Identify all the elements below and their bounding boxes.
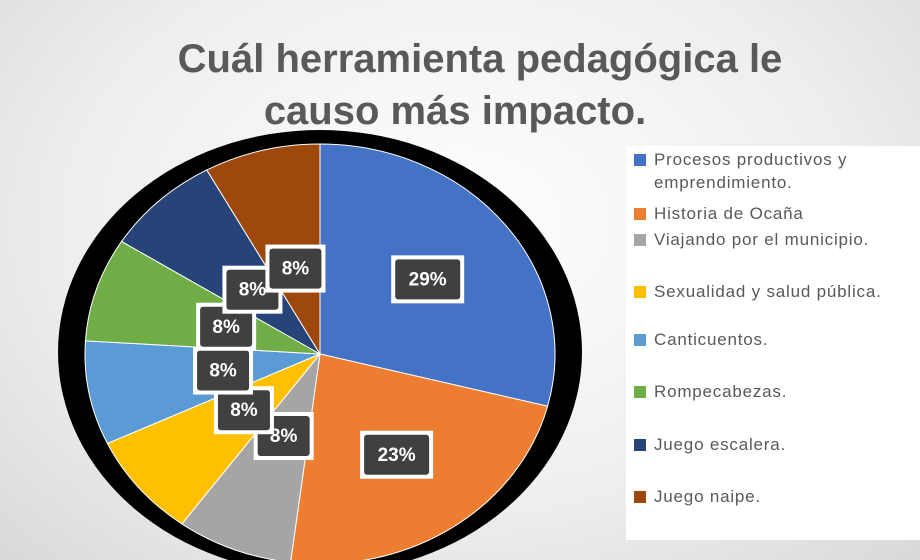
legend-swatch [634, 208, 646, 220]
legend-label: Procesos productivos y emprendimiento. [654, 150, 848, 192]
label-bg [197, 350, 250, 391]
legend-swatch [634, 491, 646, 503]
legend-swatch [634, 234, 646, 246]
pie-slice [84, 240, 321, 355]
legend-swatch [634, 439, 646, 451]
legend-swatch [634, 386, 646, 398]
legend-label: Viajando por el municipio. [654, 230, 870, 249]
value-label: 23% [378, 445, 416, 466]
legend-label: Sexualidad y salud pública. [654, 282, 882, 301]
legend-item: Juego naipe. [632, 485, 917, 508]
value-label: 8% [239, 280, 267, 301]
value-label: 8% [209, 361, 237, 382]
legend-swatch [634, 286, 646, 298]
pie-slice [181, 352, 321, 560]
legend-item: Sexualidad y salud pública. [632, 280, 917, 303]
label-bg [395, 259, 461, 300]
value-label: 29% [409, 269, 447, 290]
legend-item: Canticuentos. [632, 328, 917, 351]
label-bg [200, 306, 253, 347]
legend-item: Juego escalera. [632, 433, 917, 456]
value-label: 8% [270, 426, 298, 447]
legend-swatch [634, 334, 646, 346]
pie-slice [206, 143, 321, 356]
value-label: 8% [212, 317, 240, 338]
label-bg [217, 390, 270, 431]
legend-label: Historia de Ocaña [654, 204, 804, 223]
label-bg [364, 434, 430, 475]
value-label: 8% [282, 259, 310, 280]
label-bg [269, 248, 322, 289]
chart-title: causo más impacto. [264, 89, 646, 133]
legend-label: Juego escalera. [654, 435, 787, 454]
legend-swatch [634, 154, 646, 166]
legend-label: Juego naipe. [654, 487, 761, 506]
legend-label: Rompecabezas. [654, 382, 788, 401]
legend-item: Rompecabezas. [632, 380, 917, 403]
value-label: 8% [230, 400, 258, 421]
chart-title: Cuál herramienta pedagógica le [178, 37, 783, 81]
legend: Procesos productivos y emprendimiento. Hi… [626, 146, 920, 540]
label-bg [226, 269, 279, 310]
legend-label: Canticuentos. [654, 330, 769, 349]
legend-item: Historia de Ocaña [632, 202, 917, 225]
legend-item: Procesos productivos y emprendimiento. [632, 148, 917, 194]
legend-item: Viajando por el municipio. [632, 228, 917, 251]
